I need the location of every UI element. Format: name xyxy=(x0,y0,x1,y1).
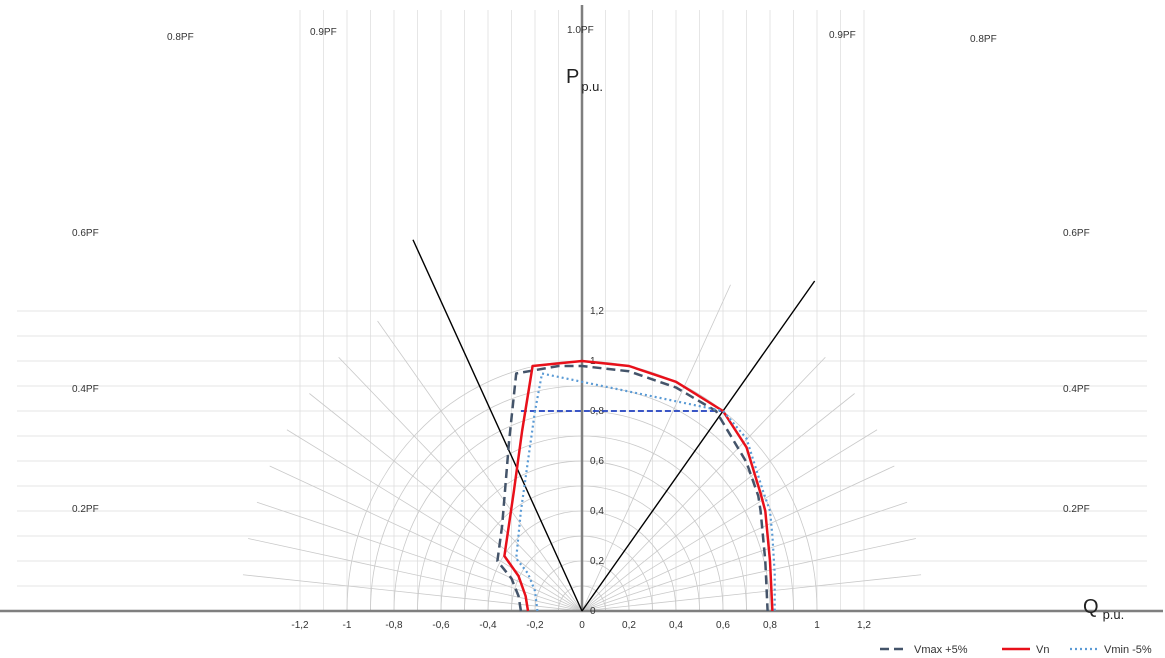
pf-label: 0.9PF xyxy=(310,27,337,38)
reference-lines-layer xyxy=(412,239,816,612)
x-tick-label: 0,8 xyxy=(763,620,777,631)
x-tick-label: 0,4 xyxy=(669,620,683,631)
pf-radial-line xyxy=(581,429,878,611)
pf-radial-line xyxy=(581,356,826,611)
pf-label: 0.8PF xyxy=(167,32,194,43)
x-tick-label: -0,2 xyxy=(526,620,544,631)
pf-label: 0.4PF xyxy=(1063,384,1090,395)
legend-label: Vmax +5% xyxy=(914,644,968,656)
pf-radial-line xyxy=(581,501,908,611)
legend: Vmax +5% Vn Vmin -5% xyxy=(880,644,1152,656)
x-tick-label: 1 xyxy=(814,620,820,631)
pf-radial-line xyxy=(309,393,583,611)
y-tick-label: 0,6 xyxy=(590,456,604,467)
pf-limit-line-left xyxy=(412,239,583,612)
pf-label: 0.4PF xyxy=(72,384,99,395)
pf-radial-line xyxy=(242,574,583,611)
pf-label: 0.6PF xyxy=(72,228,99,239)
pf-radial-line xyxy=(256,501,583,611)
x-tick-label: 0,6 xyxy=(716,620,730,631)
y-tick-label: 1,2 xyxy=(590,306,604,317)
pf-radial-line xyxy=(581,393,855,611)
pf-radial-line xyxy=(581,574,922,611)
pf-limit-line-right xyxy=(581,280,816,612)
pf-radial-line xyxy=(581,465,895,611)
pf-label: 0.8PF xyxy=(970,34,997,45)
legend-label: Vmin -5% xyxy=(1104,644,1152,656)
x-tick-label: 0,2 xyxy=(622,620,636,631)
axis-layer: -1,2 -1 -0,8 -0,6 -0,4 -0,2 0 0,2 0,4 0,6 0,8 1 1,20… xyxy=(0,5,1163,631)
y-tick-label: 0 xyxy=(590,606,596,617)
pf-label: 0.9PF xyxy=(829,30,856,41)
pf-radial-line xyxy=(581,538,916,611)
pf-label: 1.0PF xyxy=(567,25,594,36)
x-tick-label: -1,2 xyxy=(291,620,309,631)
x-tick-label: -0,8 xyxy=(385,620,403,631)
series-layer xyxy=(496,359,776,612)
series-line-vmin xyxy=(515,372,776,612)
x-tick-label: -0,4 xyxy=(479,620,497,631)
series-line-vmax xyxy=(496,364,769,612)
series-line-vn xyxy=(503,359,774,612)
legend-label: Vn xyxy=(1036,644,1049,656)
pf-radial-line xyxy=(286,429,583,611)
label-layer: 0.2PF 0.4PF 0.6PF 0.8PF 0.9PF 1.0PF 0.9PF 0.8PF… xyxy=(72,25,1090,515)
pf-radial-line xyxy=(248,538,583,611)
pf-radial-line xyxy=(377,320,583,611)
pf-label: 0.6PF xyxy=(1063,228,1090,239)
pf-label: 0.2PF xyxy=(72,504,99,515)
x-tick-label: 0 xyxy=(579,620,585,631)
pf-radial-line xyxy=(269,465,583,611)
x-tick-label: -1 xyxy=(343,620,352,631)
pf-label: 0.2PF xyxy=(1063,504,1090,515)
y-tick-label: 0,2 xyxy=(590,556,604,567)
y-tick-label: 0,4 xyxy=(590,506,604,517)
pf-radial-line xyxy=(581,284,731,611)
x-tick-label: 1,2 xyxy=(857,620,871,631)
pf-radial-line xyxy=(338,356,583,611)
x-tick-label: -0,6 xyxy=(432,620,450,631)
